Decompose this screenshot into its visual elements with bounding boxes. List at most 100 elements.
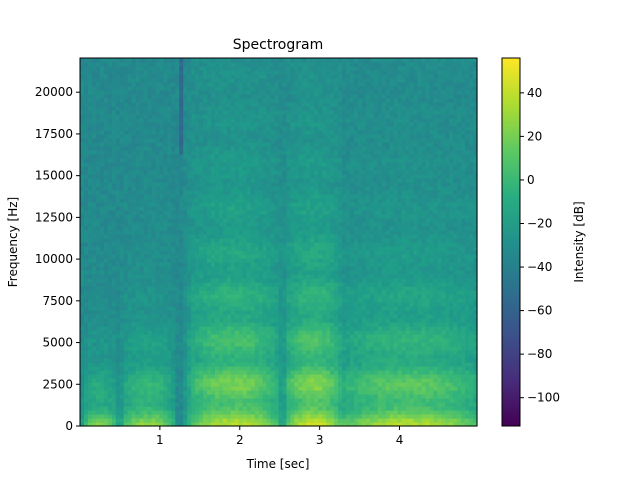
heatmap-cell (119, 282, 125, 287)
heatmap-cell (171, 314, 176, 319)
heatmap-cell (131, 302, 137, 307)
heatmap-cell (246, 130, 252, 135)
heatmap-cell (282, 394, 288, 399)
heatmap-cell (262, 186, 268, 191)
heatmap-cell (111, 98, 117, 103)
heatmap-cell (214, 330, 220, 335)
heatmap-cell (155, 354, 160, 359)
heatmap-cell (266, 174, 272, 179)
heatmap-cell (218, 302, 224, 307)
heatmap-cell (155, 366, 160, 371)
heatmap-cell (278, 406, 284, 411)
heatmap-cell (270, 62, 276, 67)
heatmap-cell (262, 146, 268, 151)
heatmap-cell (282, 78, 288, 83)
heatmap-cell (123, 174, 129, 179)
heatmap-cell (175, 254, 180, 259)
heatmap-cell (159, 302, 164, 307)
heatmap-cell (230, 154, 236, 159)
heatmap-cell (282, 102, 288, 107)
heatmap-cell (274, 422, 280, 427)
heatmap-cell (286, 266, 292, 271)
heatmap-cell (286, 302, 292, 307)
heatmap-cell (282, 322, 288, 327)
heatmap-cell (159, 270, 164, 275)
heatmap-cell (80, 338, 85, 343)
heatmap-cell (107, 138, 113, 143)
heatmap-cell (171, 406, 176, 411)
heatmap-cell (254, 82, 260, 87)
heatmap-cell (175, 294, 180, 299)
heatmap-cell (258, 422, 264, 427)
heatmap-cell (262, 198, 268, 203)
heatmap-cell (127, 338, 133, 343)
heatmap-cell (91, 98, 97, 103)
heatmap-cell (218, 198, 224, 203)
heatmap-cell (211, 250, 216, 255)
heatmap-cell (127, 322, 133, 327)
heatmap-cell (91, 302, 97, 307)
heatmap-cell (83, 122, 89, 127)
heatmap-cell (226, 354, 232, 359)
heatmap-cell (159, 242, 164, 247)
heatmap-cell (294, 330, 299, 335)
heatmap-cell (246, 370, 252, 375)
heatmap-cell (203, 98, 208, 103)
heatmap-cell (286, 390, 292, 395)
heatmap-cell (171, 322, 176, 327)
heatmap-cell (203, 194, 208, 199)
heatmap-cell (203, 130, 208, 135)
heatmap-cell (123, 90, 129, 95)
heatmap-cell (270, 382, 276, 387)
heatmap-cell (151, 370, 157, 375)
heatmap-cell (242, 282, 248, 287)
heatmap-cell (99, 258, 105, 263)
heatmap-cell (203, 238, 208, 243)
heatmap-cell (274, 214, 280, 219)
heatmap-cell (159, 122, 164, 127)
heatmap-cell (107, 78, 113, 83)
heatmap-cell (183, 254, 188, 259)
heatmap-cell (135, 386, 141, 391)
heatmap-cell (183, 306, 188, 311)
heatmap-cell (163, 398, 168, 403)
heatmap-cell (230, 278, 236, 283)
heatmap-cell (222, 130, 228, 135)
heatmap-cell (95, 402, 101, 407)
heatmap-cell (278, 254, 284, 259)
heatmap-cell (103, 186, 109, 191)
heatmap-cell (91, 298, 97, 303)
heatmap-cell (99, 162, 105, 167)
heatmap-cell (135, 202, 141, 207)
heatmap-cell (119, 122, 125, 127)
heatmap-cell (246, 422, 252, 427)
heatmap-cell (91, 82, 97, 87)
heatmap-cell (123, 230, 129, 235)
heatmap-cell (290, 142, 295, 147)
heatmap-cell (286, 194, 292, 199)
heatmap-cell (218, 150, 224, 155)
heatmap-cell (290, 78, 295, 83)
heatmap-cell (171, 226, 176, 231)
heatmap-cell (147, 382, 153, 387)
heatmap-cell (95, 314, 101, 319)
heatmap-cell (211, 394, 216, 399)
heatmap-cell (290, 334, 295, 339)
heatmap-cell (119, 230, 125, 235)
heatmap-cell (83, 162, 89, 167)
heatmap-cell (147, 266, 153, 271)
heatmap-cell (282, 194, 288, 199)
heatmap-cell (135, 186, 141, 191)
heatmap-cell (242, 322, 248, 327)
heatmap-cell (139, 218, 145, 223)
heatmap-cell (226, 234, 232, 239)
heatmap-cell (246, 230, 252, 235)
heatmap-cell (278, 82, 284, 87)
heatmap-cell (187, 294, 192, 299)
heatmap-cell (286, 170, 292, 175)
heatmap-cell (151, 382, 157, 387)
heatmap-cell (278, 374, 284, 379)
heatmap-cell (183, 198, 188, 203)
heatmap-cell (246, 310, 252, 315)
heatmap-cell (274, 106, 280, 111)
